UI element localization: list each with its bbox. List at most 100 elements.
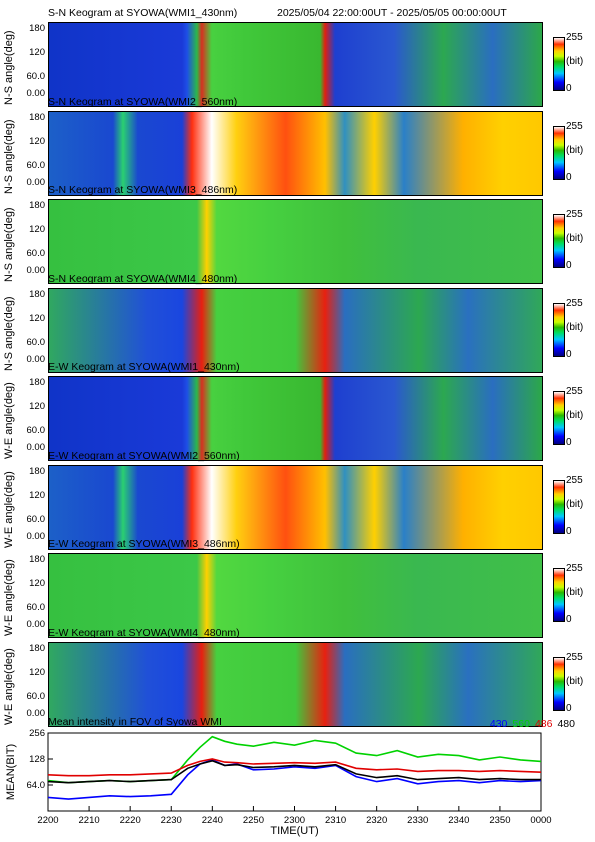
colorbar-min: 0: [566, 348, 572, 360]
keogram-ytick: 180: [29, 200, 45, 211]
keogram-image: [48, 287, 543, 373]
colorbar-max: 255: [566, 474, 583, 486]
colorbar-max: 255: [566, 651, 583, 663]
series-line-430: [47, 759, 542, 800]
colorbar-min: 0: [566, 437, 572, 448]
keogram-title: E-W Keogram at SYOWA(WMI2_560nm): [48, 449, 240, 462]
colorbar-min: 0: [566, 525, 572, 537]
y-tick-label: 128: [29, 754, 45, 765]
keogram-title: E-W Keogram at SYOWA(WMI1_430nm): [48, 361, 240, 373]
x-tick-label: 2320: [366, 815, 387, 826]
keogram-image: [48, 110, 543, 196]
keogram-ytick: 60.0: [26, 248, 46, 259]
keogram-ytick: 120: [29, 224, 45, 235]
keogram-ytick: 120: [29, 401, 45, 412]
series-line-560: [47, 735, 542, 784]
keogram-title: S-N Keogram at SYOWA(WMI4_480nm): [48, 272, 238, 285]
x-tick-label: 2350: [489, 815, 510, 826]
keogram-ytick: 180: [29, 465, 45, 477]
keogram-ytick: 180: [29, 554, 45, 565]
keogram-image: [48, 553, 543, 638]
keogram-title: S-N Keogram at SYOWA(WMI2_560nm): [48, 95, 238, 108]
colorbar-unit: (bit): [566, 233, 584, 244]
keogram-ytick: 0.00: [26, 88, 46, 99]
legend-item: 486: [534, 718, 553, 730]
keogram-ytick: 60.0: [26, 513, 46, 525]
colorbar-unit: (bit): [566, 410, 584, 421]
colorbar: [553, 479, 565, 534]
colorbar-min: 0: [566, 260, 572, 271]
date-range: 2025/05/04 22:00:00UT - 2025/05/05 00:00…: [277, 7, 507, 19]
keogram-ytick: 0.00: [26, 353, 46, 365]
colorbar-min: 0: [566, 171, 572, 183]
x-tick-label: 2220: [120, 815, 141, 826]
colorbar-unit: (bit): [566, 56, 584, 67]
keogram-ytick: 180: [29, 642, 45, 654]
keogram-ytick: 120: [29, 578, 45, 589]
colorbar-unit: (bit): [566, 587, 584, 598]
keogram-ytick: 60.0: [26, 602, 46, 613]
colorbar: [553, 214, 565, 268]
keogram-ytick: 60.0: [26, 71, 46, 82]
x-tick-label: 2240: [202, 815, 223, 826]
keogram-title: S-N Keogram at SYOWA(WMI3_486nm): [48, 184, 238, 196]
colorbar: [553, 125, 565, 180]
colorbar: [553, 37, 565, 91]
colorbar: [553, 302, 565, 357]
keogram-ytick: 120: [29, 489, 45, 501]
legend-item: 560: [512, 718, 530, 730]
legend-item: 430: [489, 718, 508, 730]
x-tick-label: 2230: [161, 815, 182, 826]
y-axis-label: MEAN(BIT): [5, 744, 17, 800]
x-tick-label: 2210: [79, 815, 100, 826]
colorbar: [553, 656, 565, 711]
keogram-ytick: 120: [29, 135, 45, 147]
keogram-ytick: 0.00: [26, 176, 46, 188]
keogram-ytick: 0.00: [26, 265, 46, 276]
keogram-title: E-W Keogram at SYOWA(WMI3_486nm): [48, 538, 240, 550]
colorbar: [553, 568, 565, 622]
series-line-480: [47, 759, 541, 784]
x-tick-label: 2200: [37, 815, 58, 826]
keogram-ytick: 120: [29, 47, 45, 58]
colorbar: [553, 391, 565, 445]
colorbar-min: 0: [566, 83, 572, 94]
keogram-ytick: 0.00: [26, 530, 46, 542]
chart-legend: 430 560 486 480: [485, 718, 575, 730]
keogram-ytick: 60.0: [26, 425, 46, 436]
colorbar-max: 255: [566, 32, 583, 43]
x-tick-label: 0000: [530, 815, 551, 826]
colorbar-min: 0: [566, 614, 572, 625]
keogram-image: [48, 199, 543, 284]
x-tick-label: 2330: [407, 815, 428, 826]
keogram-ytick: 60.0: [26, 336, 46, 348]
keogram-ytick: 120: [29, 312, 45, 324]
colorbar-max: 255: [566, 120, 583, 132]
colorbar-max: 255: [566, 386, 583, 397]
x-tick-label: 2250: [243, 815, 264, 826]
keogram-ytick: 180: [29, 377, 45, 388]
keogram-image: [48, 464, 543, 550]
x-tick-label: 2310: [325, 815, 346, 826]
legend-item: 480: [557, 718, 575, 730]
keogram-ytick: 180: [29, 111, 45, 123]
colorbar-unit: (bit): [566, 498, 584, 510]
y-tick-label: 256: [29, 728, 45, 739]
keogram-title: S-N Keogram at SYOWA(WMI1_430nm): [48, 7, 238, 19]
keogram-ytick: 180: [29, 288, 45, 300]
keogram-image: [48, 376, 543, 461]
x-axis-label: TIME(UT): [270, 825, 318, 837]
x-tick-label: 2340: [448, 815, 469, 826]
colorbar-max: 255: [566, 297, 583, 309]
colorbar-min: 0: [566, 702, 572, 714]
keogram-image: [48, 22, 543, 107]
keogram-ytick: 120: [29, 666, 45, 678]
colorbar-max: 255: [566, 563, 583, 574]
colorbar-unit: (bit): [566, 675, 584, 687]
keogram-title: E-W Keogram at SYOWA(WMI4_480nm): [48, 626, 240, 639]
keogram-image: [48, 641, 543, 727]
keogram-ytick: 60.0: [26, 159, 46, 171]
keogram-ytick: 60.0: [26, 690, 46, 702]
chart-title: Mean intensity in FOV of Syowa WMI: [48, 716, 222, 728]
colorbar-max: 255: [566, 209, 583, 220]
